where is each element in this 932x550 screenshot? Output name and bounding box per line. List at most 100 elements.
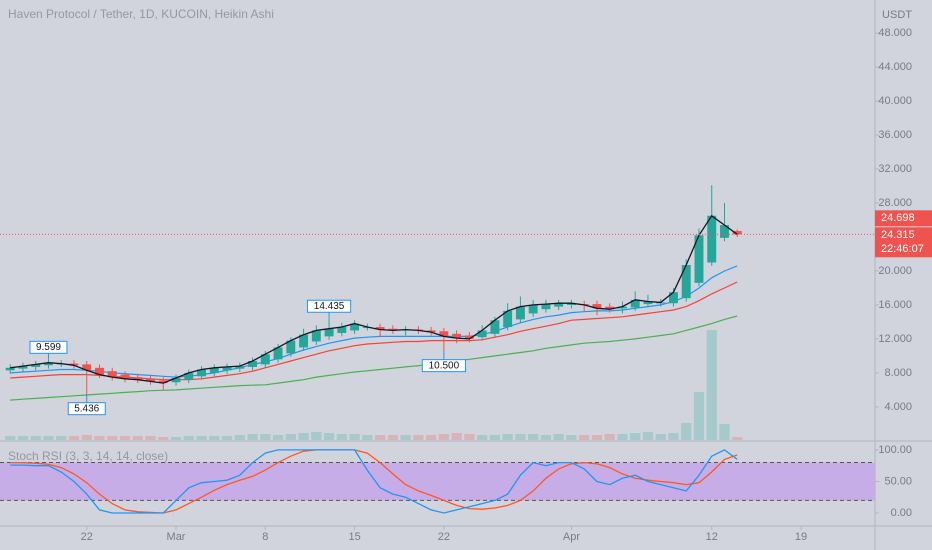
currency: USDT: [882, 9, 912, 21]
candle-body: [681, 265, 691, 299]
moving-average: [10, 265, 738, 378]
candle-body: [566, 303, 576, 305]
volume-bar: [209, 436, 220, 440]
y-tick-label: 4.000: [884, 401, 912, 413]
candle-body: [31, 364, 41, 367]
x-tick-label: Mar: [167, 531, 186, 543]
candle-body: [235, 366, 245, 369]
candle-body: [197, 369, 206, 377]
stoch-k-line: [10, 449, 738, 514]
volume-bar: [642, 432, 654, 440]
volume-bar: [579, 435, 590, 440]
candle-body: [311, 330, 321, 342]
x-tick-label: 12: [706, 531, 718, 543]
stoch-d-line: [10, 449, 738, 514]
candle-body: [158, 380, 168, 384]
callout-box: [421, 359, 466, 373]
volume-bar: [477, 435, 488, 440]
volume-bar: [528, 434, 539, 440]
y-tick-label: 16.000: [878, 299, 912, 311]
y-tick-label: 32.000: [878, 163, 912, 175]
y-tick-label: 28.000: [878, 197, 912, 209]
volume-bar: [591, 435, 603, 440]
y-tick-label: 44.000: [878, 61, 912, 73]
y-tick-label: 40.000: [878, 95, 912, 107]
candle-body: [171, 377, 181, 383]
candle-body: [452, 333, 462, 339]
candle-body: [95, 367, 104, 375]
volume-bar: [170, 437, 182, 440]
volume-bar: [221, 436, 233, 440]
candle-body: [617, 306, 627, 309]
y-tick-label: 48.000: [878, 27, 912, 39]
y-tick-label: 36.000: [878, 129, 912, 141]
candle-body: [426, 330, 436, 333]
x-tick-label: 22: [81, 531, 93, 543]
volume-bar: [260, 434, 271, 440]
candle-body: [592, 304, 602, 309]
volume-bar: [438, 434, 449, 440]
volume-bar: [693, 392, 705, 440]
candle-body: [146, 378, 155, 382]
volume-bar: [515, 434, 526, 440]
volume-bar: [706, 330, 717, 440]
candle-body: [554, 303, 564, 307]
candle-body: [133, 377, 143, 380]
moving-average: [10, 281, 738, 381]
volume-bar: [630, 433, 641, 440]
candle-body: [388, 328, 398, 331]
candle-body: [528, 304, 538, 314]
callout-box: [306, 299, 352, 313]
chart-title: Haven Protocol / Tether, 1D, KUCOIN, Hei…: [8, 7, 274, 21]
volume-bar: [540, 435, 552, 440]
candle-body: [503, 310, 513, 328]
volume-bar: [617, 434, 628, 440]
volume-bar: [247, 434, 258, 440]
candle-body: [375, 327, 385, 330]
candle-body: [490, 320, 500, 334]
volume-bar: [464, 434, 475, 440]
candle-body: [630, 299, 640, 308]
volume-bar: [119, 436, 131, 440]
moving-average: [10, 315, 738, 401]
volume-bar: [158, 437, 169, 440]
volume-bar: [400, 435, 411, 440]
volume-bar: [502, 434, 513, 440]
candle-body: [107, 371, 117, 378]
candle-body: [299, 334, 309, 348]
volume-bar: [426, 435, 437, 440]
callout-label: 10.500: [429, 360, 460, 371]
volume-bar: [56, 436, 67, 440]
price-tag: [875, 210, 932, 227]
volume-bar: [17, 436, 29, 440]
candle-body: [69, 363, 79, 366]
candle-body: [286, 340, 296, 354]
volume-bar: [323, 433, 335, 440]
x-tick-label: 15: [348, 531, 360, 543]
candle-body: [477, 330, 487, 338]
y-tick-label: 12.000: [878, 333, 912, 345]
x-tick-label: 8: [262, 531, 268, 543]
volume-bar: [285, 434, 296, 440]
y-tick-label: 8.000: [884, 367, 912, 379]
stoch-tick-label: 100.00: [878, 444, 912, 456]
candle-body: [5, 367, 15, 371]
volume-bar: [68, 436, 80, 440]
stoch-tick-label: 50.00: [884, 475, 912, 487]
callout-box: [29, 340, 68, 354]
volume-bar: [298, 433, 309, 440]
volume-bar: [183, 436, 194, 440]
price-tag: [875, 227, 932, 258]
candle-body: [248, 361, 258, 367]
candle-body: [439, 331, 449, 337]
callout-label: 14.435: [314, 301, 345, 312]
callout-label: 9.599: [36, 342, 61, 353]
candle-body: [120, 374, 130, 379]
volume-bar: [311, 432, 322, 440]
candle-body: [209, 367, 219, 373]
candle-body: [222, 366, 232, 371]
volume-bar: [451, 433, 462, 440]
stoch-tick-label: 0.00: [891, 507, 912, 519]
